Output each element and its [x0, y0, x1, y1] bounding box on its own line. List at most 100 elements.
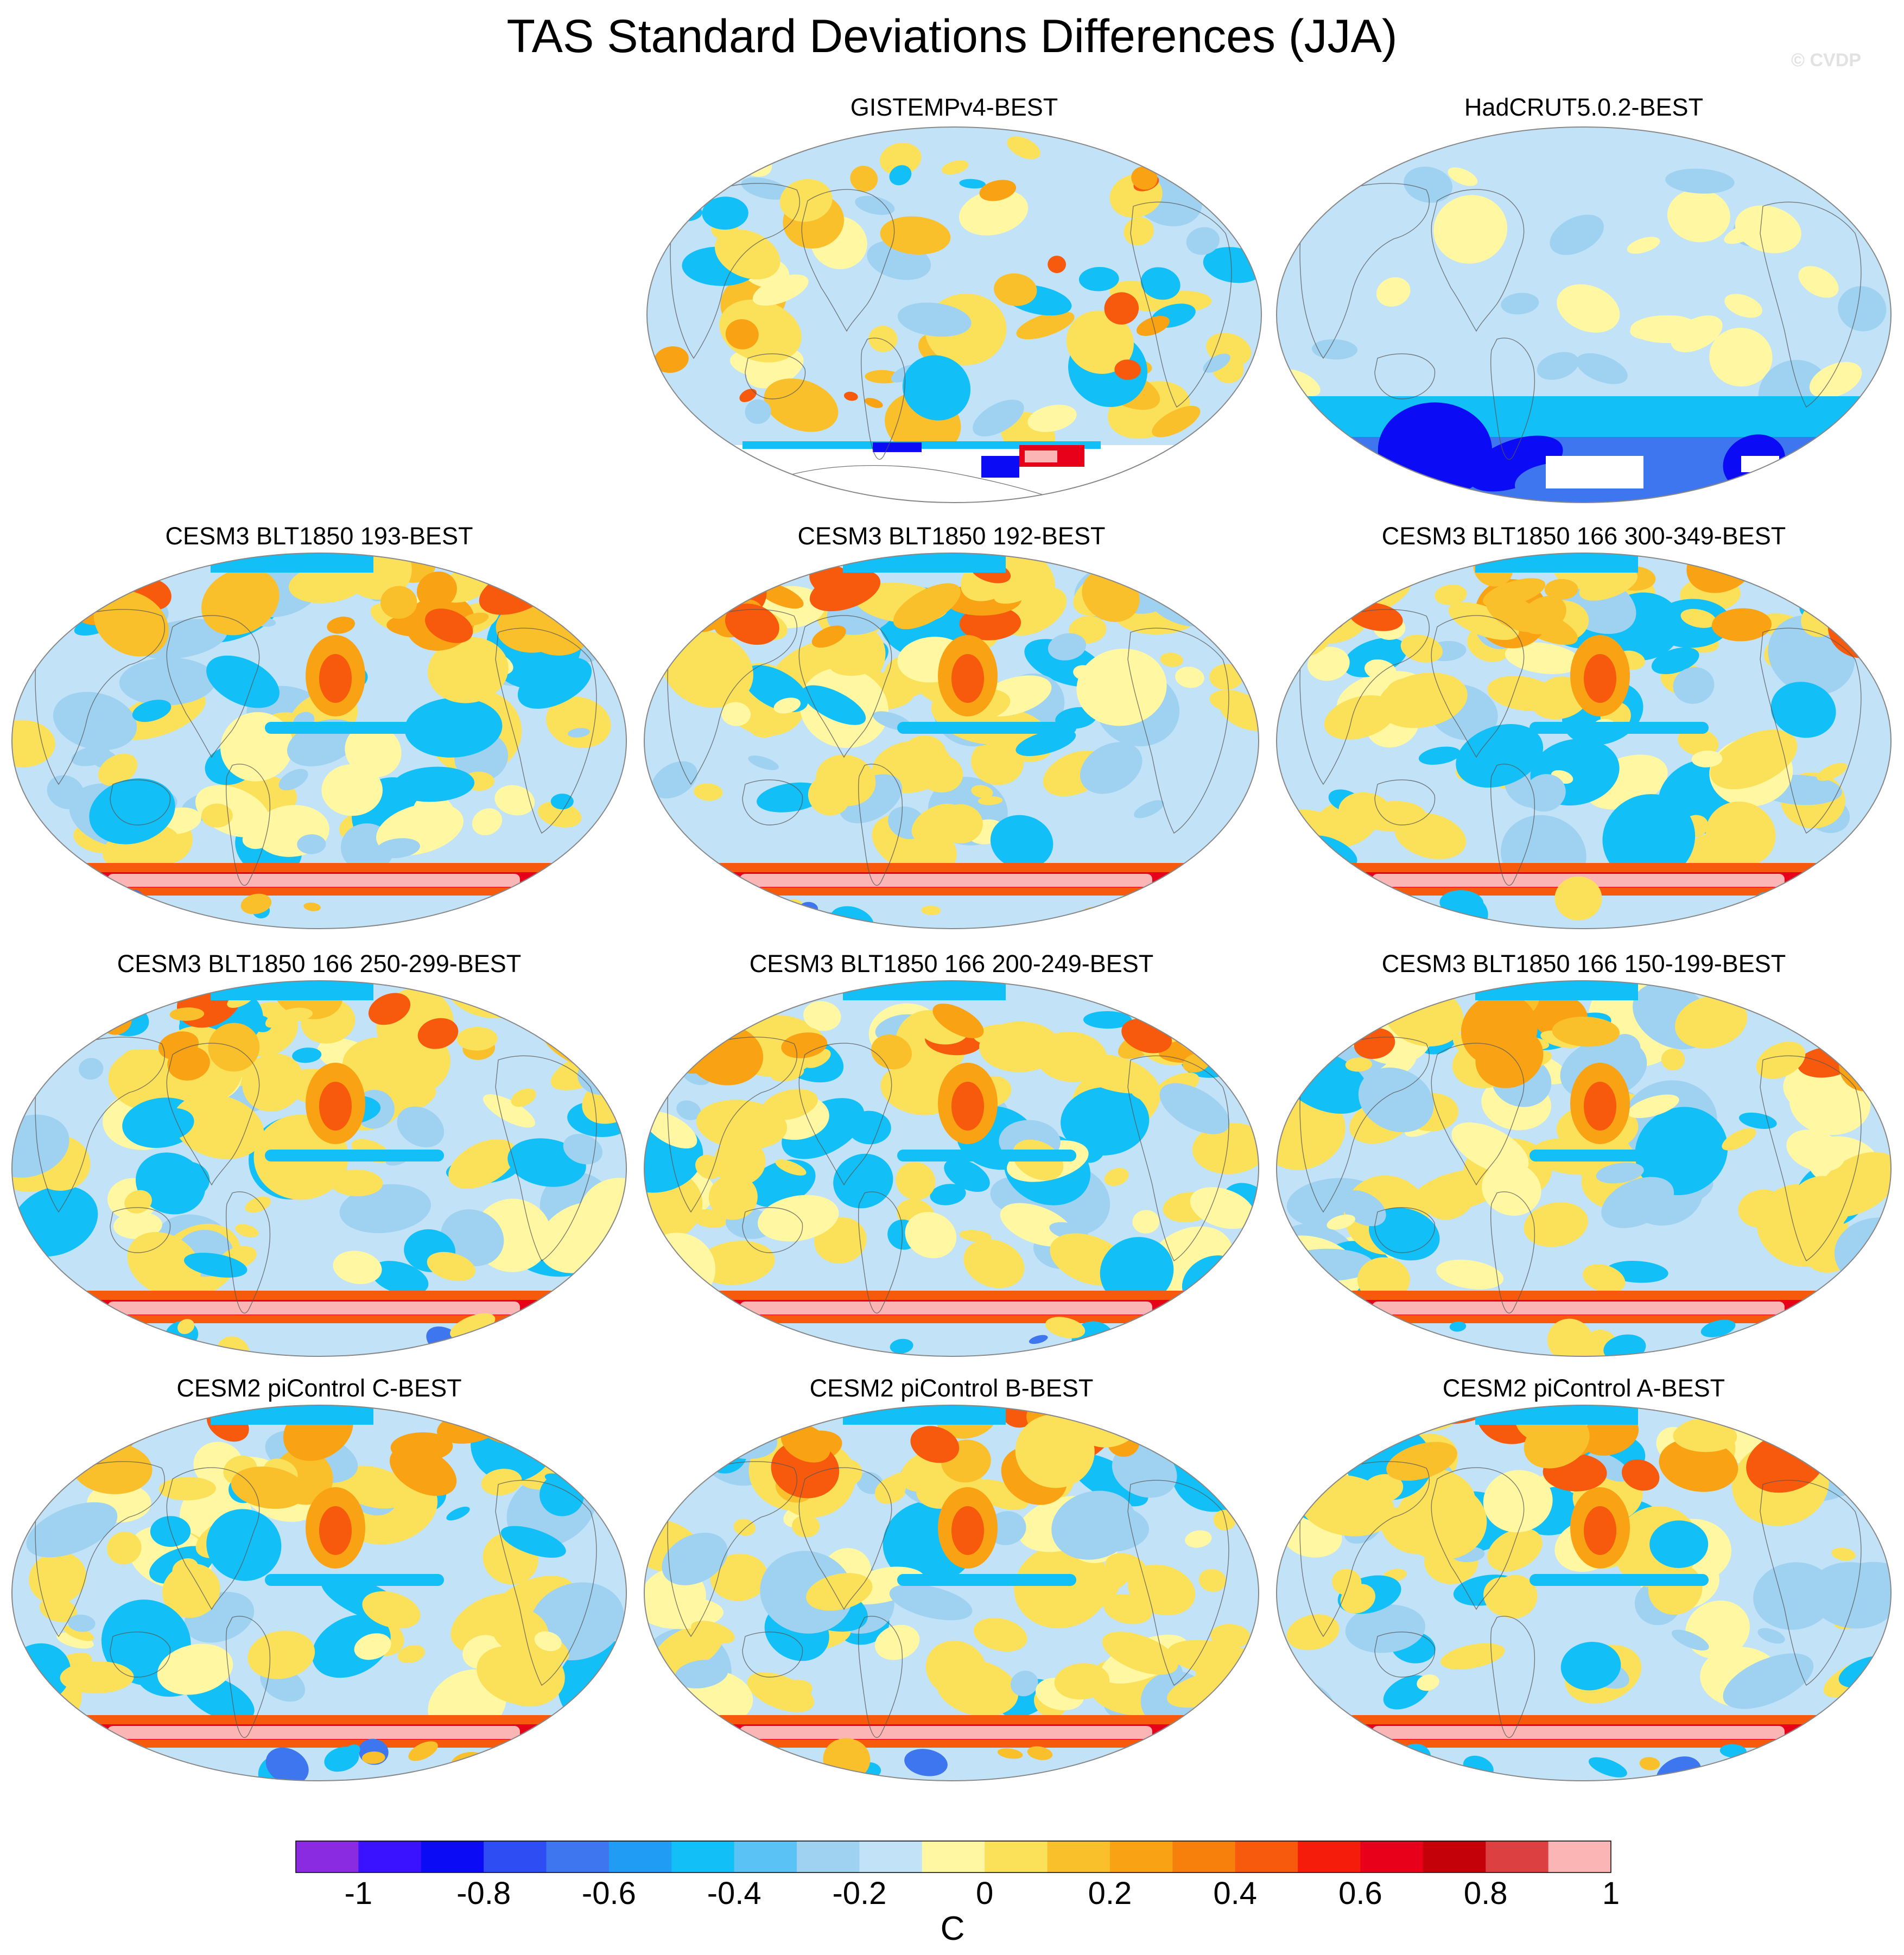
map-boundary	[11, 980, 627, 1357]
anomaly-region	[1756, 1326, 1793, 1346]
antarctic-anomaly	[12, 1323, 626, 1356]
coastline	[1431, 1043, 1525, 1186]
anomaly-region	[1400, 634, 1443, 663]
anomaly-region	[1027, 1746, 1053, 1760]
anomaly-region	[718, 1405, 765, 1443]
anomaly-region	[780, 1423, 830, 1463]
anomaly-region	[1291, 553, 1356, 578]
anomaly-region	[748, 715, 781, 738]
anomaly-region	[177, 1319, 195, 1334]
anomaly-region	[843, 391, 858, 401]
north-pacific-anomaly	[1584, 654, 1616, 703]
anomaly-region	[1007, 136, 1040, 160]
anomaly-region	[1155, 553, 1196, 583]
colorbar-tick-label: -0.6	[582, 1876, 636, 1911]
anomaly-region	[47, 775, 85, 809]
anomaly-region	[1757, 1628, 1785, 1644]
anomaly-region	[1659, 1438, 1738, 1492]
figure-title: TAS Standard Deviations Differences (JJA…	[506, 10, 1398, 62]
anomaly-region	[1547, 1318, 1593, 1356]
coastline	[1299, 183, 1430, 359]
anomaly-region	[1345, 1057, 1373, 1072]
colorbar-swatch	[546, 1841, 610, 1873]
anomaly-region	[1461, 993, 1538, 1067]
anomaly-region	[1817, 1152, 1891, 1217]
anomaly-region	[910, 1426, 960, 1463]
anomaly-region	[1628, 1094, 1679, 1118]
anomaly-region	[874, 1624, 920, 1660]
equatorial-anomaly	[897, 1150, 1076, 1161]
missing-data	[647, 445, 1261, 503]
anomaly-region	[570, 907, 616, 929]
anomaly-region	[1237, 187, 1261, 198]
anomaly-region	[773, 697, 801, 714]
anomaly-region	[662, 1532, 728, 1585]
anomaly-region	[1078, 266, 1119, 291]
anomaly-region	[1358, 1067, 1434, 1133]
anomaly-region	[1423, 1173, 1475, 1220]
anomaly-region	[1048, 256, 1066, 274]
anomaly-region	[712, 553, 765, 575]
anomaly-region	[19, 1442, 81, 1475]
anomaly-region	[1341, 897, 1381, 929]
colorbar-swatch	[1548, 1841, 1611, 1873]
anomaly-region	[593, 1487, 626, 1509]
anomaly-region	[1172, 557, 1250, 604]
coastline	[1490, 764, 1535, 886]
anomaly-region	[1596, 1162, 1644, 1184]
anomaly-region	[1673, 667, 1715, 704]
anomaly-region	[971, 1479, 1029, 1510]
north-pacific-anomaly	[319, 1082, 352, 1131]
anomaly-region	[1277, 585, 1317, 628]
anomaly-region	[376, 838, 420, 859]
panel-title-blt1850-166-150-199: CESM3 BLT1850 166 150-199-BEST	[1381, 950, 1786, 977]
anomaly-region	[1170, 1319, 1200, 1336]
anomaly-region	[327, 617, 356, 634]
anomaly-region	[1671, 1629, 1709, 1651]
anomaly-region	[1386, 1442, 1457, 1481]
anomaly-region	[1164, 887, 1211, 929]
equatorial-anomaly	[1529, 1150, 1709, 1161]
anomaly-region	[963, 1239, 1025, 1288]
anomaly-region	[380, 586, 417, 619]
anomaly-region	[450, 1313, 496, 1340]
anomaly-region	[1378, 672, 1468, 728]
anomaly-region	[339, 553, 412, 600]
anomaly-region	[997, 1748, 1023, 1759]
anomaly-region	[757, 782, 826, 813]
map-hadcrut	[1276, 126, 1892, 503]
anomaly-region	[1185, 1444, 1224, 1461]
anomaly-region	[1104, 1167, 1129, 1186]
equatorial-anomaly	[265, 1574, 444, 1586]
anomaly-region	[1831, 1547, 1856, 1561]
anomaly-region	[694, 783, 723, 801]
anomaly-region	[1448, 167, 1478, 186]
anomaly-region	[1770, 682, 1836, 738]
anomaly-region	[741, 177, 790, 200]
anomaly-region	[1784, 893, 1813, 911]
anomaly-region	[568, 728, 590, 738]
anomaly-region	[29, 1449, 66, 1483]
anomaly-region	[1711, 608, 1772, 642]
anomaly-region	[303, 902, 321, 911]
anomaly-region	[1345, 1604, 1426, 1653]
anomaly-region	[166, 1161, 210, 1198]
anomaly-region	[959, 179, 986, 189]
anomaly-region	[1491, 1575, 1538, 1618]
anomaly-region	[644, 1059, 670, 1073]
anomaly-region	[440, 1209, 504, 1266]
anomaly-region	[516, 986, 590, 1025]
colorbar-swatch	[859, 1841, 923, 1873]
anomaly-region	[1051, 1490, 1137, 1560]
anomaly-region	[675, 1660, 728, 1689]
anomaly-region	[280, 1007, 313, 1021]
anomaly-region	[1000, 1203, 1074, 1247]
anomaly-region	[1277, 143, 1342, 190]
map-picontrol-c	[11, 1405, 627, 1781]
anomaly-region	[1136, 316, 1170, 336]
anomaly-region	[1340, 1584, 1376, 1614]
coastline	[670, 183, 800, 359]
colorbar-swatch	[1360, 1841, 1424, 1873]
colorbar-swatch	[1486, 1841, 1549, 1873]
map-boundary	[646, 126, 1262, 503]
